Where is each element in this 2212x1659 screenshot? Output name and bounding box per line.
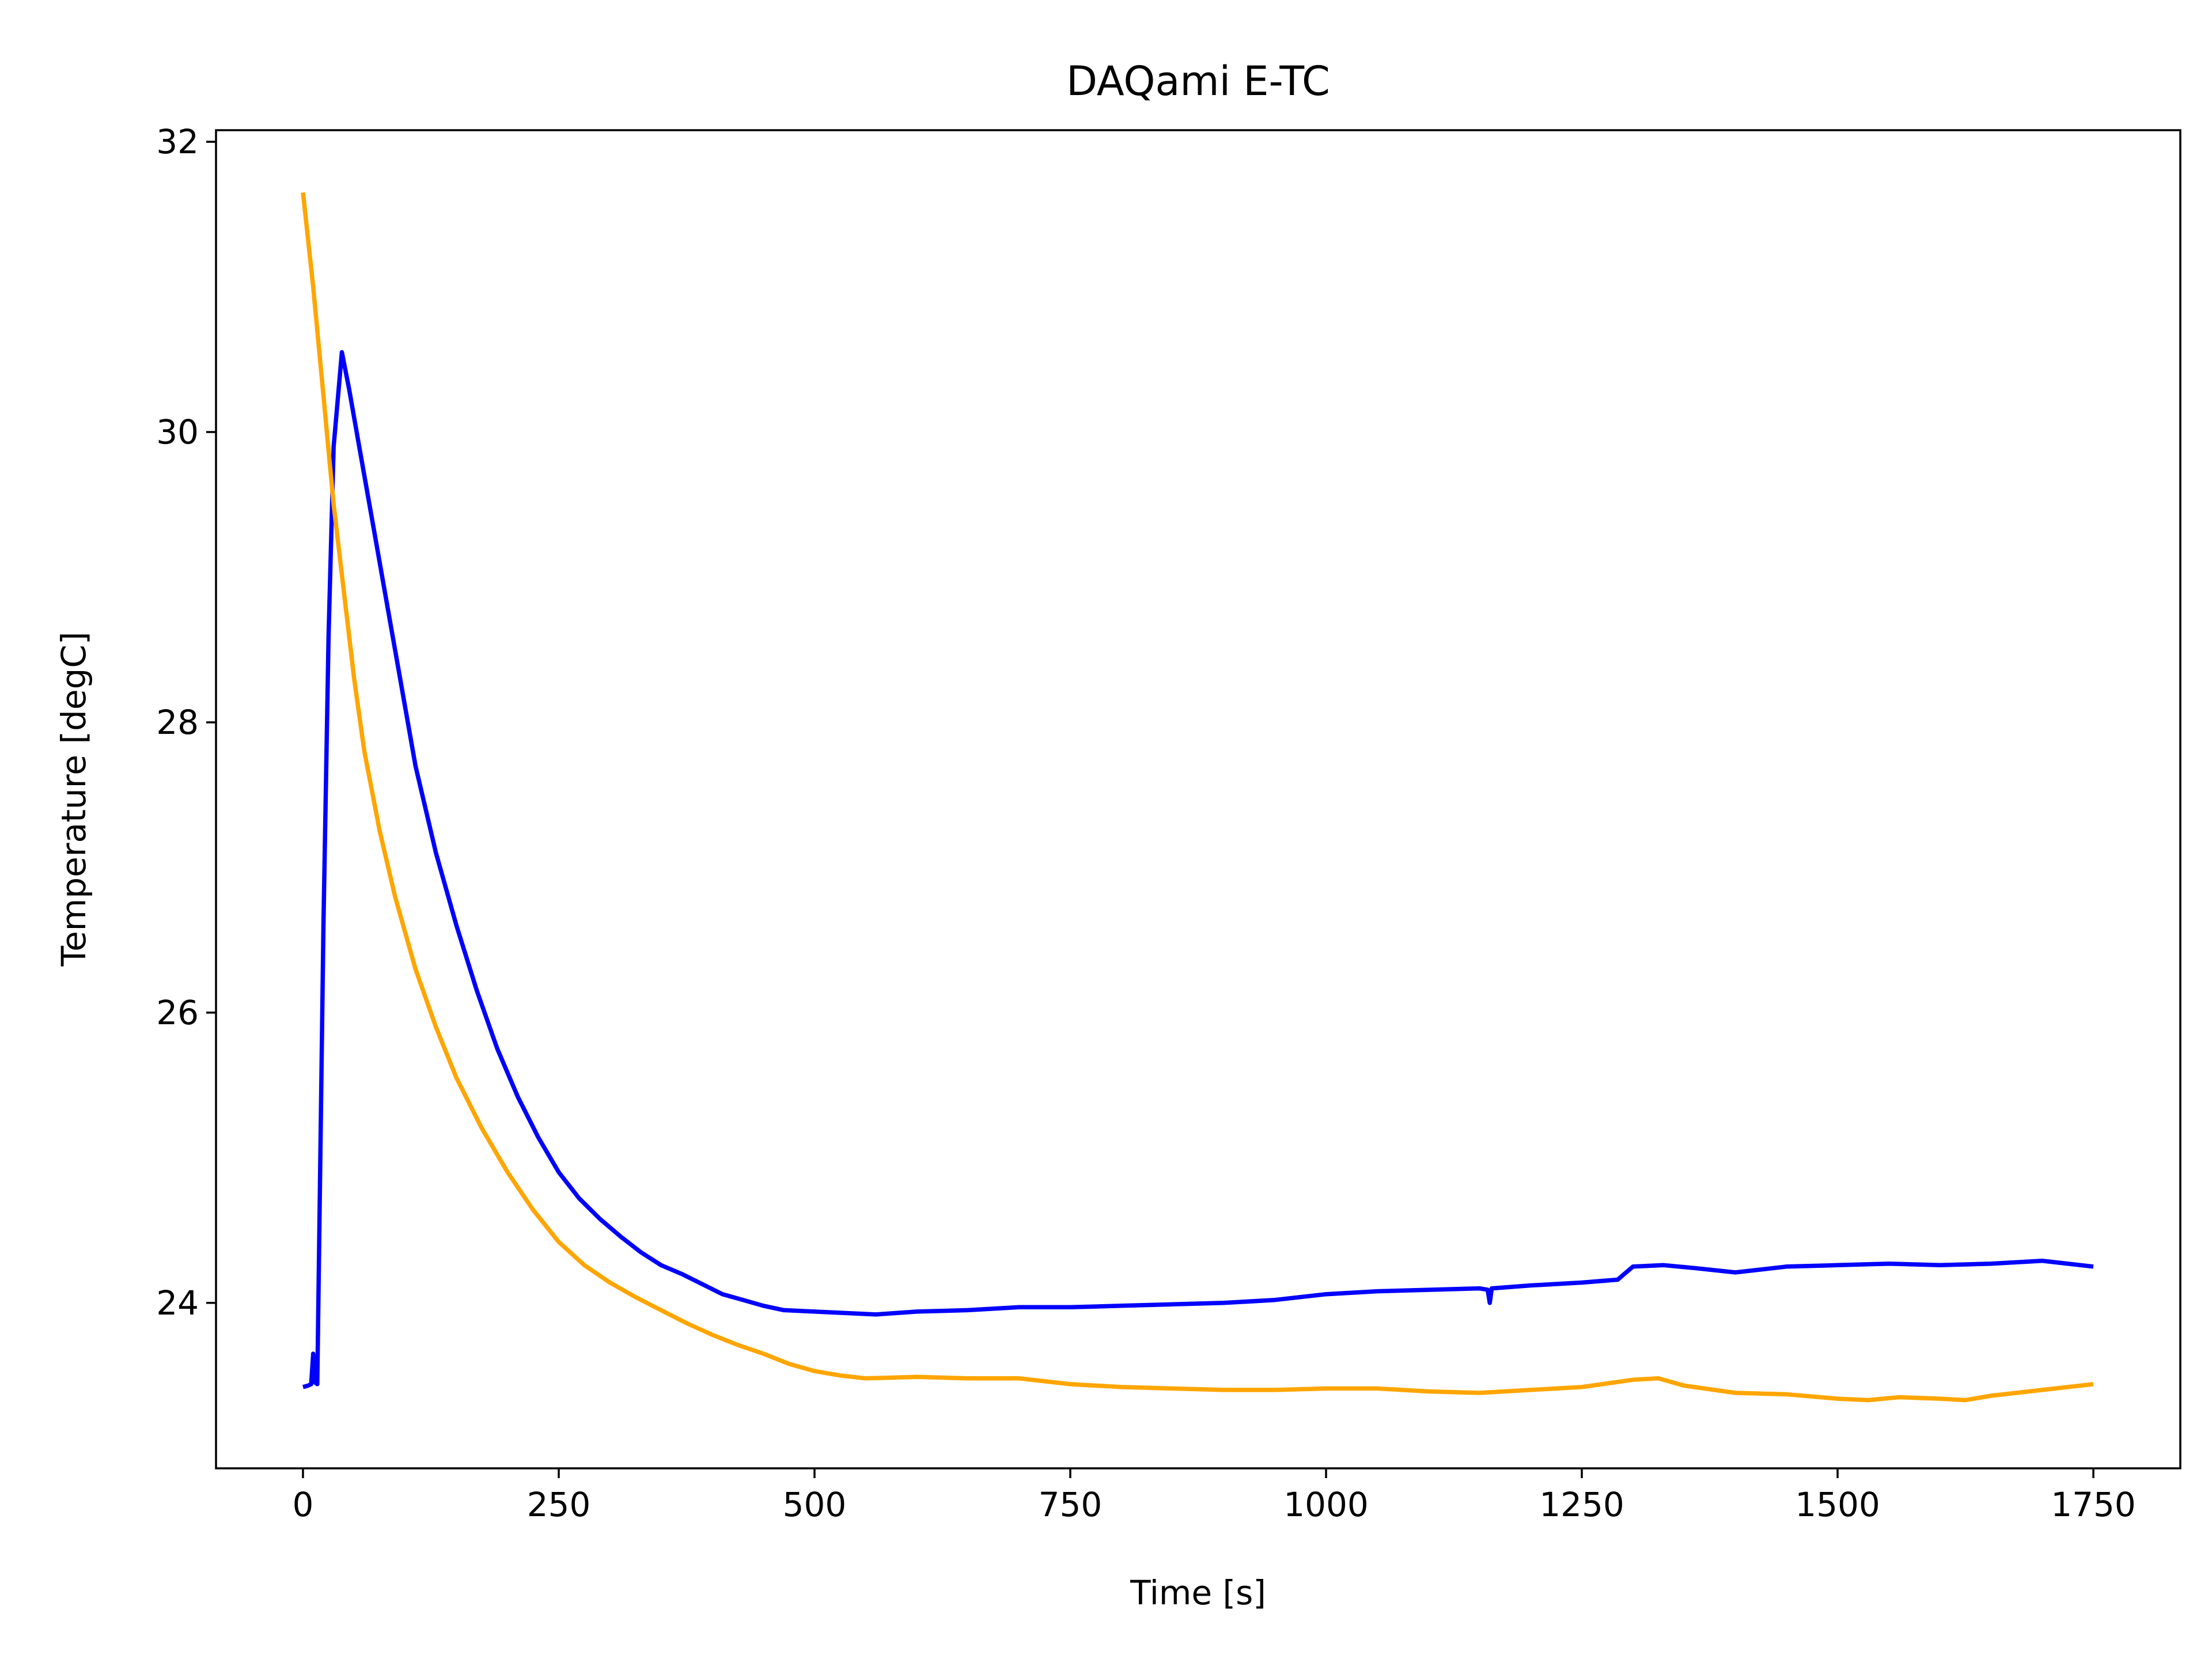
y-tick-label: 24 [156,1283,199,1323]
y-tick-label: 26 [156,993,199,1032]
x-tick-label: 1000 [1283,1485,1369,1524]
y-axis-label: Temperature [degC] [54,632,93,967]
series-line-2 [301,192,2094,1403]
x-tick-label: 750 [1039,1485,1103,1524]
x-tick-label: 250 [527,1485,591,1524]
y-tick-label: 30 [156,412,199,452]
y-tick-label: 28 [156,703,199,742]
plot-area-frame [215,129,2181,1469]
x-tick-label: 0 [293,1485,314,1524]
axis-ticks: 0 250 500 750 1000 1250 1500 1750 24 26 28 30 32 [156,122,2136,1524]
x-axis-label: Time [s] [1130,1573,1266,1612]
series-line-1 [302,350,2094,1389]
x-tick-label: 500 [783,1485,847,1524]
x-tick-label: 1750 [2051,1485,2136,1524]
y-tick-label: 32 [156,122,199,161]
x-tick-label: 1250 [1539,1485,1624,1524]
chart-title: DAQami E-TC [1066,58,1330,105]
x-tick-label: 1500 [1795,1485,1880,1524]
